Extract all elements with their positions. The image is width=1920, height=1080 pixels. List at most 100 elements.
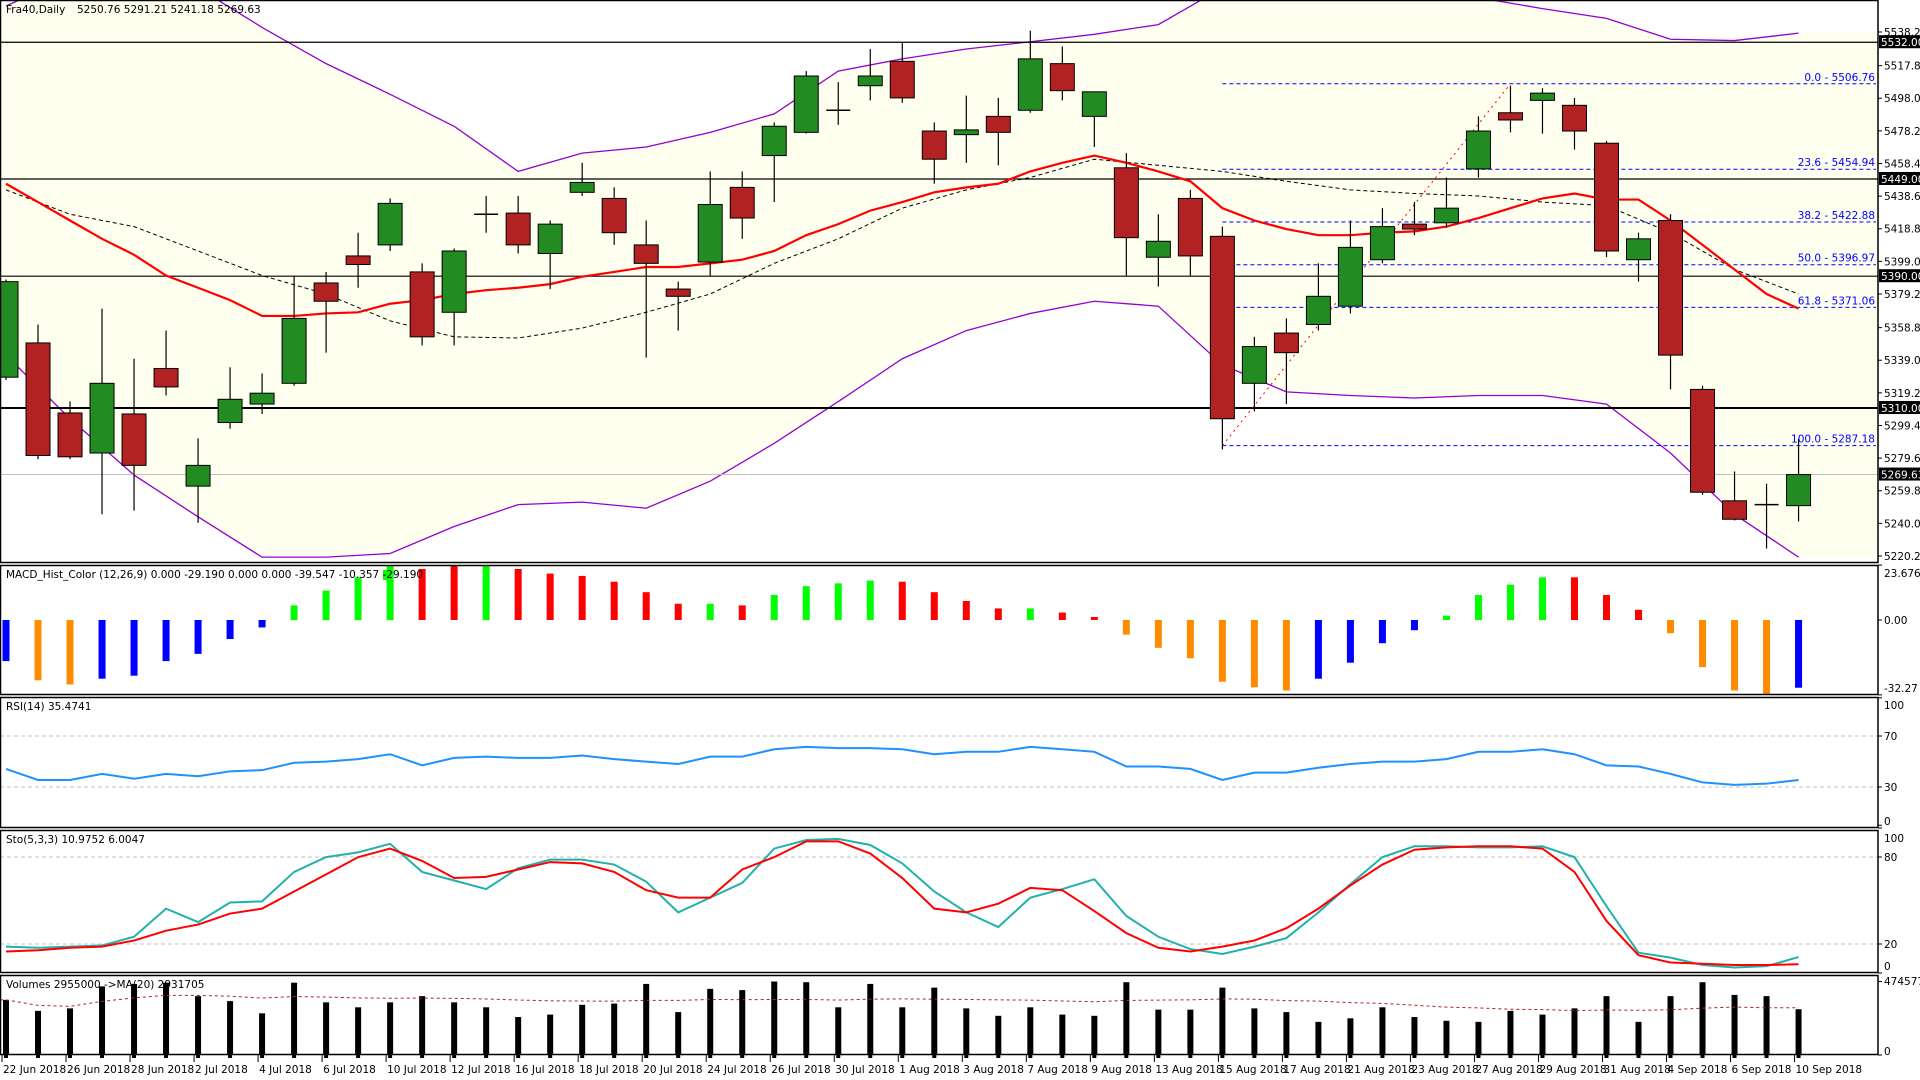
panel-frames (0, 0, 1879, 1056)
date-label: 17 Aug 2018 (1283, 1064, 1350, 1076)
time-axis-tick (324, 1055, 329, 1058)
candle-body (1401, 223, 1427, 230)
candle (505, 195, 531, 254)
price-level-badge (1879, 171, 1920, 185)
symbol-label: Fra40,Daily (6, 4, 65, 16)
candle-body (1273, 332, 1299, 354)
candle (1561, 97, 1587, 150)
volume-bar (1379, 1007, 1386, 1054)
candle-body (1177, 197, 1203, 257)
volume-bar (1347, 1018, 1354, 1054)
stochastic-axis-label: 100 (1884, 833, 1904, 845)
volume-bar (995, 1015, 1002, 1054)
volume-bar (1123, 982, 1130, 1054)
date-label: 24 Jul 2018 (707, 1064, 766, 1076)
time-axis-tick (1412, 1055, 1417, 1058)
time-axis-tick (420, 1055, 425, 1058)
volume-bar (355, 1007, 362, 1054)
candle (1369, 208, 1395, 264)
time-axis-tick (1572, 1055, 1577, 1058)
time-axis-tick (1124, 1055, 1129, 1058)
candle-body (345, 255, 371, 266)
macd-histogram-bar (994, 608, 1002, 620)
candle-body (1337, 246, 1363, 307)
macd-histogram-bar (2, 620, 10, 662)
candle-body (57, 412, 83, 458)
date-label: 7 Aug 2018 (1027, 1064, 1088, 1076)
time-axis-tick (708, 1055, 713, 1058)
volume-axis-label: 4745772 (1884, 976, 1920, 988)
time-axis-tick (1700, 1055, 1705, 1058)
volume-bar (931, 987, 938, 1054)
time-axis-tick (1028, 1055, 1033, 1058)
volume-bar (1635, 1021, 1642, 1054)
candle (1658, 214, 1684, 390)
candle (601, 187, 627, 245)
time-axis-tick (868, 1055, 873, 1058)
candle (121, 358, 147, 511)
date-label: 28 Jun 2018 (131, 1064, 194, 1076)
volume-bar (259, 1013, 266, 1054)
stochastic-panel (1, 837, 1878, 969)
candle (1305, 263, 1331, 331)
date-label: 26 Jun 2018 (67, 1064, 130, 1076)
volume-bar (899, 1007, 906, 1054)
volume-bar (579, 1004, 586, 1054)
volume-bar (1539, 1014, 1546, 1054)
macd-histogram-bar (1218, 620, 1226, 682)
macd-histogram-bar (1795, 620, 1803, 688)
price-level-badge-text: 5449.00 (1881, 174, 1920, 186)
candle (345, 232, 371, 288)
fibonacci-level-label: 38.2 - 5422.88 (1798, 210, 1875, 222)
macd-histogram-bar (418, 568, 426, 620)
candle-body (729, 186, 755, 219)
fibonacci-level-label: 100.0 - 5287.18 (1791, 434, 1875, 446)
candle (313, 271, 339, 353)
date-label: 22 Jun 2018 (3, 1064, 66, 1076)
volume-bar (1091, 1015, 1098, 1054)
macd-histogram-bar (290, 605, 298, 620)
price-axis-label: 5438.60 (1884, 191, 1920, 203)
candle (409, 263, 435, 346)
time-axis-tick (1284, 1055, 1289, 1058)
time-axis-tick (740, 1055, 745, 1058)
candle (889, 42, 915, 103)
candle (569, 162, 595, 196)
volume-bar (707, 988, 714, 1054)
time-axis-tick (1380, 1055, 1385, 1058)
macd-histogram-bar (1538, 577, 1546, 620)
price-axis-label: 5458.40 (1884, 158, 1920, 170)
time-axis-tick (1252, 1055, 1257, 1058)
date-label: 18 Jul 2018 (579, 1064, 638, 1076)
candle-body (537, 223, 563, 254)
fibonacci-level-label: 50.0 - 5396.97 (1798, 253, 1875, 265)
candle (1081, 91, 1107, 148)
volume-bar (67, 1008, 74, 1054)
volume-bar (1443, 1020, 1450, 1054)
volume-bar (1667, 996, 1674, 1054)
time-axis-tick (548, 1055, 553, 1058)
volume-bar (387, 1002, 394, 1054)
macd-histogram-bar (130, 620, 138, 676)
macd-histogram-bar (930, 592, 938, 620)
panel-border (0, 974, 1879, 1056)
candle (441, 248, 467, 346)
price-axis-label: 5358.80 (1884, 323, 1920, 335)
candle-body (25, 342, 51, 456)
candle (665, 281, 691, 331)
macd-histogram-bar (866, 580, 874, 620)
price-level-badge (1879, 467, 1920, 481)
macd-histogram-bar (450, 566, 458, 620)
time-axis-tick (1732, 1055, 1737, 1058)
date-label: 27 Aug 2018 (1475, 1064, 1542, 1076)
stochastic-title: Sto(5,3,3) 10.9752 6.0047 (6, 834, 145, 846)
date-label: 10 Sep 2018 (1796, 1064, 1863, 1076)
volume-bar (1283, 1012, 1290, 1054)
date-label: 1 Aug 2018 (899, 1064, 960, 1076)
candle-body (569, 181, 595, 193)
candle (1273, 318, 1299, 405)
candle (1177, 189, 1203, 276)
macd-histogram-bar (1090, 616, 1098, 620)
time-axis-tick (932, 1055, 937, 1058)
